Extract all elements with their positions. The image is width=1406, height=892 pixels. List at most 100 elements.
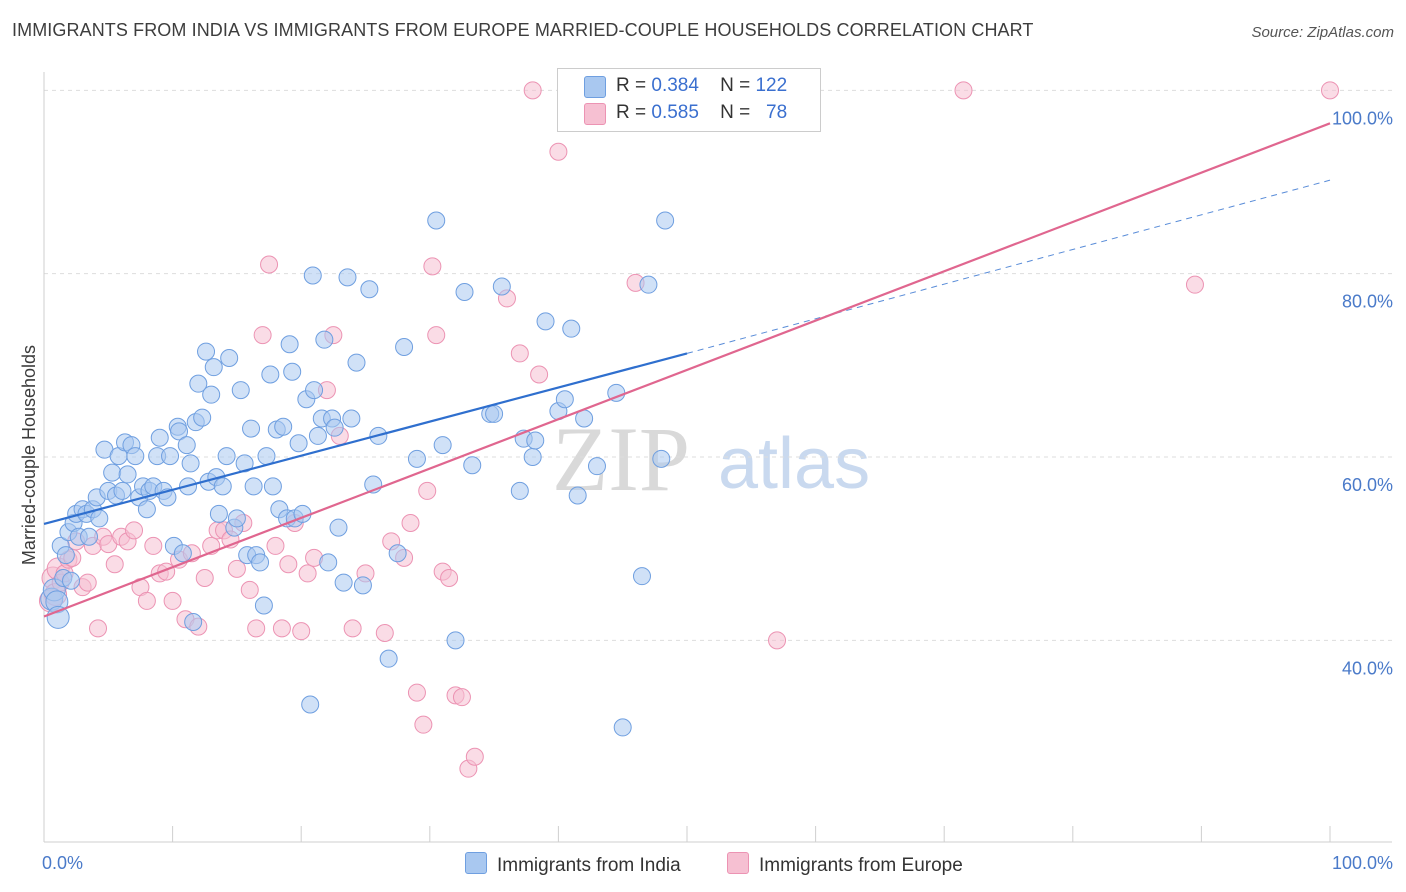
india-point-52	[204, 358, 223, 377]
india-point-102	[407, 449, 426, 468]
europe-point-24	[163, 591, 182, 610]
india-point-82	[303, 266, 322, 285]
bottom-india-label: Immigrants from India	[497, 855, 681, 876]
india-point-96	[360, 280, 379, 299]
india-point-84	[308, 426, 327, 445]
x-tick-label-min: 0.0%	[42, 853, 83, 873]
europe-point-64	[452, 688, 471, 707]
india-point-66	[251, 553, 270, 572]
india-point-111	[510, 481, 529, 500]
india-point-54	[209, 504, 228, 523]
india-point-123	[613, 718, 632, 737]
india-point-87	[319, 553, 338, 572]
india-point-57	[220, 349, 239, 367]
europe-point-37	[247, 619, 266, 638]
europe-trend-line	[43, 122, 1331, 618]
europe-point-34	[227, 559, 246, 578]
europe-point-45	[298, 564, 317, 583]
india-point-75	[280, 335, 299, 354]
india-point-56	[217, 447, 236, 466]
india-point-127	[656, 211, 675, 230]
y-tick-label-3: 100.0%	[1332, 108, 1393, 128]
india-point-99	[379, 649, 398, 668]
europe-point-56	[407, 683, 426, 702]
y-tick-label-1: 60.0%	[1342, 475, 1393, 495]
europe-point-66	[465, 747, 484, 766]
bottom-europe-swatch	[727, 852, 749, 874]
europe-point-68	[510, 344, 529, 363]
india-point-25	[118, 465, 137, 484]
india-point-118	[562, 319, 581, 338]
europe-point-59	[423, 257, 442, 276]
india-point-121	[587, 457, 606, 476]
india-point-42	[177, 436, 196, 455]
europe-point-76	[1185, 275, 1204, 294]
india-point-114	[526, 431, 545, 450]
legend-n-label-india: N =	[720, 75, 751, 96]
india-point-23	[113, 481, 132, 500]
india-point-14	[80, 527, 99, 546]
india-trend-line	[43, 352, 688, 525]
india-point-20	[103, 463, 122, 482]
india-point-51	[202, 385, 221, 404]
india-point-8	[62, 571, 81, 590]
india-point-61	[235, 454, 254, 473]
europe-point-21	[144, 536, 163, 555]
europe-point-62	[440, 569, 459, 587]
india-point-70	[263, 477, 282, 496]
india-point-45	[184, 613, 203, 631]
india-point-3	[46, 605, 70, 629]
india-point-63	[242, 419, 261, 438]
india-point-89	[325, 418, 344, 437]
india-point-49	[197, 342, 216, 361]
india-point-40	[170, 422, 189, 441]
legend-n-value-india: 122	[755, 75, 788, 96]
europe-point-10	[78, 573, 97, 592]
india-point-44	[181, 454, 200, 473]
india-point-30	[137, 500, 156, 519]
india-point-6	[56, 546, 75, 565]
india-point-95	[353, 576, 372, 595]
india-point-94	[347, 353, 366, 372]
india-point-125	[639, 275, 658, 294]
india-point-119	[568, 486, 587, 505]
india-point-34	[150, 428, 169, 447]
europe-point-77	[1321, 81, 1339, 100]
europe-point-71	[549, 142, 568, 161]
y-tick-labels: 40.0% 60.0% 80.0% 100.0%	[1332, 108, 1393, 678]
source-label: Source: ZipAtlas.com	[1251, 24, 1394, 41]
bottom-europe-label: Immigrants from Europe	[759, 855, 963, 876]
europe-point-74	[768, 631, 787, 650]
europe-point-20	[137, 591, 156, 610]
india-point-109	[485, 404, 504, 423]
india-point-93	[342, 409, 361, 428]
europe-point-70	[530, 365, 549, 384]
europe-point-42	[279, 555, 298, 574]
india-point-104	[433, 436, 452, 455]
india-point-41	[173, 544, 192, 563]
bottom-india-swatch	[465, 852, 487, 874]
legend-r-value-europe: 0.585	[651, 102, 699, 123]
india-point-47	[189, 374, 208, 393]
india-point-92	[338, 268, 357, 287]
europe-point-18	[125, 521, 144, 540]
india-point-107	[463, 456, 482, 475]
chart-title: IMMIGRANTS FROM INDIA VS IMMIGRANTS FROM…	[12, 20, 1034, 40]
europe-point-75	[954, 81, 973, 100]
india-point-100	[388, 544, 407, 563]
y-axis-label: Married-couple Households	[19, 345, 39, 565]
india-point-86	[315, 330, 334, 349]
y-tick-label-2: 80.0%	[1342, 292, 1393, 312]
india-point-60	[231, 381, 250, 400]
legend-r-label-india: R =	[616, 75, 647, 96]
india-point-101	[395, 338, 414, 356]
europe-point-29	[195, 569, 214, 587]
x-tick-label-max: 100.0%	[1332, 853, 1393, 873]
india-point-64	[244, 477, 263, 496]
europe-point-60	[427, 326, 446, 345]
europe-point-44	[292, 622, 311, 641]
india-point-78	[289, 434, 308, 453]
india-point-81	[301, 695, 320, 714]
india-point-37	[161, 447, 180, 466]
